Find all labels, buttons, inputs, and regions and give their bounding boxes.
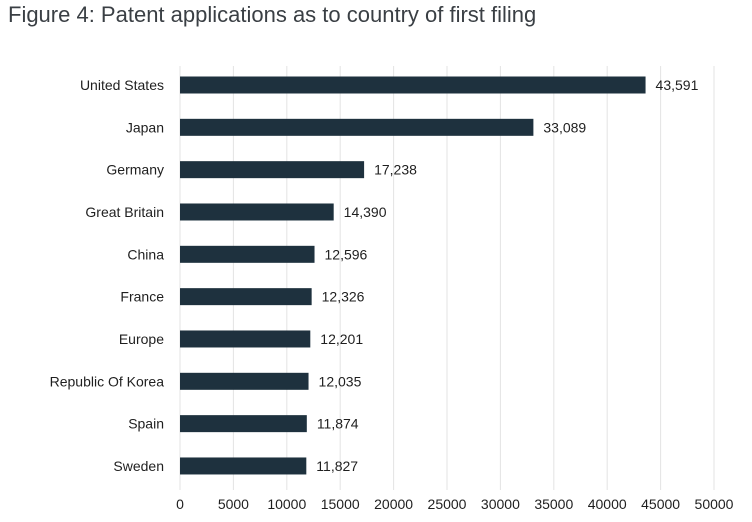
chart-title: Figure 4: Patent applications as to coun… bbox=[8, 2, 537, 27]
x-tick-label: 35000 bbox=[534, 496, 573, 512]
bar bbox=[180, 415, 307, 433]
category-label: China bbox=[127, 246, 164, 262]
x-tick-label: 50000 bbox=[695, 496, 734, 512]
x-tick-label: 45000 bbox=[641, 496, 680, 512]
data-label: 12,035 bbox=[319, 373, 362, 389]
x-tick-label: 10000 bbox=[267, 496, 306, 512]
bar bbox=[180, 161, 365, 179]
data-label: 17,238 bbox=[374, 162, 417, 178]
data-label: 43,591 bbox=[656, 77, 699, 93]
x-tick-label: 30000 bbox=[481, 496, 520, 512]
category-label: Spain bbox=[128, 416, 164, 432]
x-tick-label: 40000 bbox=[588, 496, 627, 512]
category-label: Japan bbox=[126, 119, 164, 135]
x-tick-label: 20000 bbox=[374, 496, 413, 512]
data-label: 14,390 bbox=[344, 204, 387, 220]
category-label: Europe bbox=[119, 331, 164, 347]
bar bbox=[180, 288, 312, 306]
x-tick-label: 5000 bbox=[218, 496, 249, 512]
category-label: France bbox=[120, 289, 164, 305]
data-label: 11,874 bbox=[317, 416, 359, 432]
bar bbox=[180, 76, 646, 94]
category-label: Germany bbox=[106, 162, 164, 178]
data-label: 12,326 bbox=[322, 289, 365, 305]
bar bbox=[180, 330, 311, 348]
category-label: Sweden bbox=[113, 458, 164, 474]
bar bbox=[180, 457, 307, 475]
bar bbox=[180, 118, 534, 136]
data-label: 11,827 bbox=[316, 458, 358, 474]
x-tick-label: 0 bbox=[176, 496, 184, 512]
bar bbox=[180, 372, 309, 390]
bar bbox=[180, 203, 334, 221]
category-label: Great Britain bbox=[85, 204, 164, 220]
bar bbox=[180, 245, 315, 263]
category-label: United States bbox=[80, 77, 164, 93]
data-label: 12,201 bbox=[320, 331, 363, 347]
x-tick-label: 15000 bbox=[321, 496, 360, 512]
data-label: 33,089 bbox=[543, 119, 586, 135]
data-label: 12,596 bbox=[325, 246, 368, 262]
category-label: Republic Of Korea bbox=[50, 373, 165, 389]
x-tick-label: 25000 bbox=[428, 496, 467, 512]
